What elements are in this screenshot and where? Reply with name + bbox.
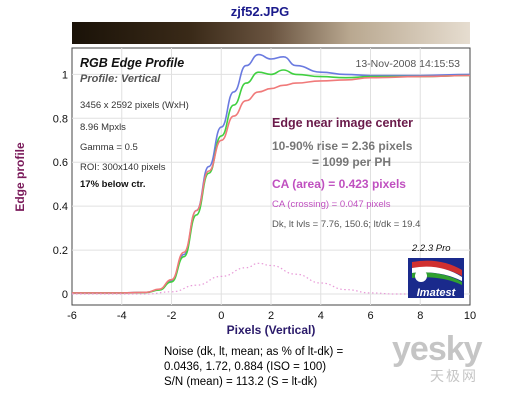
info-gamma: Gamma = 0.5	[80, 142, 138, 153]
noise-line-2: 0.0436, 1.72, 0.884 (ISO = 100)	[164, 361, 327, 373]
y-tick-label: 1	[62, 69, 68, 81]
x-tick-label: 0	[218, 310, 224, 322]
edge-image-strip	[72, 22, 470, 44]
noise-line-3: S/N (mean) = 113.2 (S = lt-dk)	[164, 376, 318, 388]
info-location: 17% below ctr.	[80, 179, 145, 190]
watermark: yesky	[392, 330, 483, 368]
series-line-2	[72, 74, 471, 294]
x-tick-label: -2	[167, 310, 177, 322]
y-axis-title: Edge profile	[13, 142, 27, 212]
y-tick-label: 0.8	[53, 113, 68, 125]
annotation-ca-crossing: CA (crossing) = 0.047 pixels	[272, 199, 391, 210]
x-tick-labels: -6 -4 -2 0 2 4 6 8 10	[67, 310, 476, 322]
y-tick-label: 0.4	[53, 201, 68, 213]
y-tick-label: 0	[62, 289, 68, 301]
series-line-1	[72, 69, 471, 294]
info-mpxls: 8.96 Mpxls	[80, 122, 126, 133]
series-lines	[71, 53, 471, 295]
x-tick-label: -6	[67, 310, 77, 322]
y-tick-label: 0.6	[53, 157, 68, 169]
x-tick-label: -4	[117, 310, 127, 322]
annotation-rise: 10-90% rise = 2.36 pixels	[272, 139, 413, 153]
info-size: 3456 x 2592 pixels (WxH)	[80, 100, 189, 111]
logo-text: Imatest	[417, 287, 457, 299]
imatest-logo: Imatest	[408, 258, 464, 299]
chart-title: RGB Edge Profile	[80, 56, 184, 70]
grid-lines	[72, 48, 470, 305]
x-tick-label: 8	[417, 310, 423, 322]
annotation-rise-ph: = 1099 per PH	[312, 155, 391, 169]
x-tick-label: 4	[318, 310, 324, 322]
version-label: 2.2.3 Pro	[411, 243, 451, 254]
x-tick-label: 10	[464, 310, 476, 322]
timestamp: 13-Nov-2008 14:15:53	[356, 58, 461, 70]
annotation-ca-area: CA (area) = 0.423 pixels	[272, 177, 406, 191]
info-roi: ROI: 300x140 pixels	[80, 162, 166, 173]
file-title: zjf52.JPG	[230, 4, 290, 19]
noise-summary: Noise (dk, lt, mean; as % of lt-dk) = 0.…	[164, 345, 343, 390]
watermark-sub: 天极网	[430, 368, 478, 384]
y-tick-label: 0.2	[53, 245, 68, 257]
noise-line-1: Noise (dk, lt, mean; as % of lt-dk) =	[164, 346, 344, 358]
annotation-levels: Dk, lt lvls = 7.76, 150.6; lt/dk = 19.4	[272, 219, 420, 230]
x-tick-label: 6	[367, 310, 373, 322]
x-tick-label: 2	[268, 310, 274, 322]
chart-subtitle: Profile: Vertical	[80, 73, 161, 85]
y-tick-labels: 0 0.2 0.4 0.6 0.8 1	[53, 69, 68, 301]
annotation-heading: Edge near image center	[272, 116, 413, 130]
x-axis-title: Pixels (Vertical)	[226, 323, 316, 337]
